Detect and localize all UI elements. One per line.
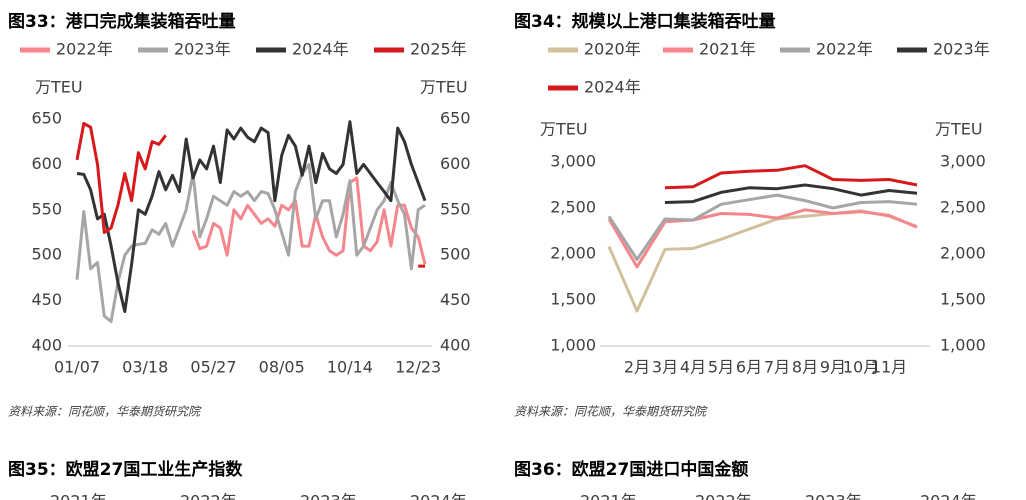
line-series: [76, 120, 427, 313]
x-tick-label: 7月: [764, 358, 790, 377]
legend-label: 2022年: [56, 40, 113, 59]
y-tick-label: 500: [31, 245, 62, 264]
legend-label: 2021年: [50, 492, 107, 500]
x-tick-label: 03/18: [122, 358, 168, 377]
y2-tick-label: 600: [440, 154, 471, 173]
figure-title: 图35：欧盟27国工业生产指数: [8, 459, 243, 480]
y-tick-label: 1,000: [550, 336, 596, 355]
figure-title: 图36：欧盟27国进口中国金额: [514, 459, 748, 480]
x-tick-label: 3月: [652, 358, 678, 377]
x-tick-label: 5月: [708, 358, 734, 377]
line-series: [664, 164, 918, 190]
x-tick-label: 11月: [871, 358, 907, 377]
y2-axis-label: 万TEU: [935, 120, 983, 139]
legend-label: 2023年: [300, 492, 357, 500]
x-tick-label: 05/27: [190, 358, 236, 377]
y-tick-label: 2,500: [550, 198, 596, 217]
y-tick-label: 400: [31, 336, 62, 355]
chart-title: 图34：规模以上港口集装箱吞吐量: [514, 11, 776, 32]
chart-title: 图33：港口完成集装箱吞吐量: [8, 11, 236, 32]
x-tick-label: 9月: [820, 358, 846, 377]
legend-label: 2023年: [933, 40, 990, 59]
legend-label: 2023年: [805, 492, 862, 500]
x-tick-label: 08/05: [259, 358, 305, 377]
legend-label: 2021年: [580, 492, 637, 500]
legend-label: 2024年: [410, 492, 467, 500]
legend-label: 2025年: [410, 40, 467, 59]
cut-legend: 2021年 2022年 2023年 2024年 2021年 2022年 2023…: [50, 492, 977, 500]
source-note: 资料来源：同花顺，华泰期货研究院: [514, 405, 708, 419]
y2-tick-label: 500: [440, 245, 471, 264]
legend-label: 2023年: [174, 40, 231, 59]
legend-label: 2022年: [180, 492, 237, 500]
line-series: [607, 193, 918, 261]
line-series: [191, 176, 427, 265]
legend-label: 2024年: [584, 78, 641, 97]
line-series: [607, 209, 918, 313]
legend-label: 2024年: [920, 492, 977, 500]
y2-tick-label: 2,000: [940, 244, 986, 263]
source-note: 资料来源：同花顺，华泰期货研究院: [8, 405, 202, 419]
line-series: [607, 208, 918, 269]
x-tick-label: 12/23: [395, 358, 441, 377]
y2-tick-label: 1,000: [940, 336, 986, 355]
x-tick-label: 6月: [736, 358, 762, 377]
line-series: [664, 183, 918, 204]
y2-tick-label: 400: [440, 336, 471, 355]
x-tick-label: 8月: [792, 358, 818, 377]
y-tick-label: 650: [31, 109, 62, 128]
y-tick-label: 1,500: [550, 290, 596, 309]
y-axis-label: 万TEU: [540, 120, 588, 139]
y2-tick-label: 1,500: [940, 290, 986, 309]
y-tick-label: 600: [31, 154, 62, 173]
y-tick-label: 3,000: [550, 152, 596, 171]
x-tick-label: 10月: [843, 358, 879, 377]
x-tick-label: 4月: [680, 358, 706, 377]
x-tick-label: 10/14: [327, 358, 373, 377]
y-tick-label: 550: [31, 199, 62, 218]
y2-tick-label: 450: [440, 290, 471, 309]
y2-tick-label: 650: [440, 109, 471, 128]
x-tick-label: 01/07: [54, 358, 100, 377]
y-axis-label: 万TEU: [35, 78, 83, 97]
x-tick-label: 2月: [624, 358, 650, 377]
legend-label: 2024年: [292, 40, 349, 59]
y2-tick-label: 2,500: [940, 198, 986, 217]
legend-label: 2022年: [816, 40, 873, 59]
y2-axis-label: 万TEU: [420, 78, 468, 97]
legend-label: 2020年: [584, 40, 641, 59]
line-series: [75, 122, 425, 268]
y-tick-label: 450: [31, 290, 62, 309]
legend-label: 2022年: [695, 492, 752, 500]
legend-label: 2021年: [699, 40, 756, 59]
y-tick-label: 2,000: [550, 244, 596, 263]
y2-tick-label: 3,000: [940, 152, 986, 171]
y2-tick-label: 550: [440, 199, 471, 218]
